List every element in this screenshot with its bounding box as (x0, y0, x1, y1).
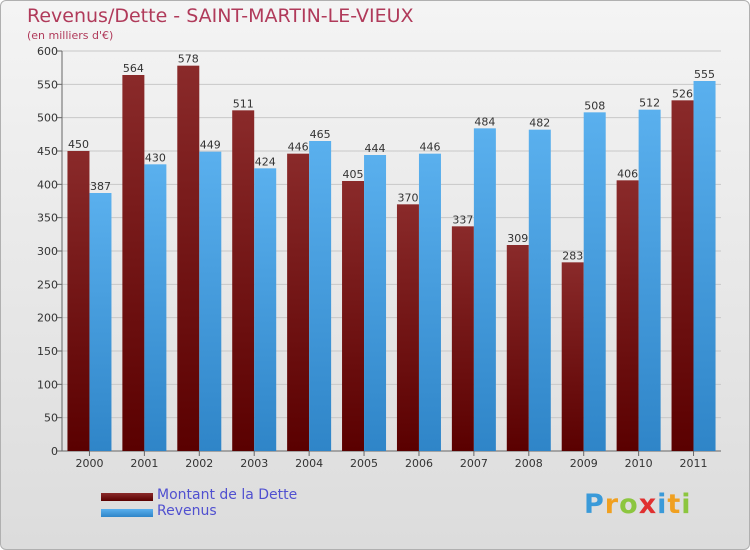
bar-dette (561, 262, 584, 451)
data-label-revenus: 508 (584, 99, 605, 112)
bar-revenus (418, 153, 441, 451)
bar-revenus (638, 109, 661, 452)
bar-dette (671, 100, 694, 451)
chart-title: Revenus/Dette - SAINT-MARTIN-LE-VIEUX (27, 5, 414, 27)
bar-revenus (583, 112, 606, 451)
bar-revenus (144, 164, 167, 452)
x-tick-label: 2007 (460, 457, 488, 470)
logo-letter: x (638, 489, 658, 520)
x-tick-label: 2001 (130, 457, 158, 470)
x-tick-label: 2006 (405, 457, 433, 470)
data-label-revenus: 465 (310, 128, 331, 141)
data-label-dette: 337 (452, 213, 473, 226)
y-tick-label: 200 (37, 312, 58, 325)
data-label-revenus: 482 (529, 117, 550, 130)
data-label-dette: 511 (233, 97, 254, 110)
bar-dette (451, 226, 474, 451)
y-tick-label: 500 (37, 112, 58, 125)
bar-dette (122, 75, 145, 451)
y-tick-label: 300 (37, 245, 58, 258)
legend-label-debt: Montant de la Dette (157, 487, 298, 503)
data-label-dette: 446 (288, 141, 309, 154)
data-label-dette: 405 (343, 168, 364, 181)
y-tick-label: 50 (44, 412, 58, 425)
logo-letter: r (604, 489, 620, 520)
bar-revenus (364, 155, 387, 451)
logo-letter: i (657, 489, 668, 520)
y-tick-label: 100 (37, 378, 58, 391)
data-label-revenus: 424 (255, 155, 276, 168)
data-label-dette: 370 (397, 191, 418, 204)
y-tick-label: 150 (37, 345, 58, 358)
y-tick-label: 600 (37, 45, 58, 58)
logo-letter: o (619, 489, 639, 520)
logo-letter: i (681, 489, 692, 520)
bar-dette (232, 110, 255, 451)
logo-letter: P (584, 489, 605, 520)
proxiti-logo: Proxiti (584, 489, 692, 520)
y-tick-label: 350 (37, 212, 58, 225)
x-tick-label: 2004 (295, 457, 323, 470)
bar-revenus (254, 168, 277, 452)
bar-revenus (473, 128, 496, 451)
data-label-revenus: 444 (365, 142, 386, 155)
logo-letter: t (667, 489, 682, 520)
x-tick-label: 2003 (240, 457, 268, 470)
bar-revenus (199, 151, 222, 451)
data-label-dette: 283 (562, 249, 583, 262)
bar-dette (287, 153, 310, 451)
data-label-dette: 526 (672, 87, 693, 100)
bar-dette (616, 180, 639, 452)
legend-swatch-revenus (101, 509, 153, 517)
bar-revenus (528, 129, 551, 451)
bar-dette (396, 204, 419, 451)
bar-dette (67, 151, 90, 451)
bar-dette (506, 245, 529, 451)
x-tick-label: 2010 (625, 457, 653, 470)
data-label-revenus: 430 (145, 151, 166, 164)
bar-revenus (693, 81, 716, 451)
legend-label-revenus: Revenus (157, 503, 217, 519)
data-label-revenus: 387 (90, 180, 111, 193)
bar-dette (342, 181, 365, 451)
chart-subtitle: (en milliers d'€) (27, 29, 114, 42)
data-label-dette: 450 (68, 138, 89, 151)
data-label-revenus: 446 (419, 141, 440, 154)
x-tick-label: 2000 (75, 457, 103, 470)
data-label-revenus: 555 (694, 68, 715, 81)
legend-swatch-debt (101, 493, 153, 501)
data-label-dette: 564 (123, 62, 144, 75)
x-tick-label: 2009 (570, 457, 598, 470)
data-label-revenus: 449 (200, 139, 221, 152)
y-tick-label: 250 (37, 278, 58, 291)
bar-dette (177, 65, 200, 452)
data-label-revenus: 512 (639, 97, 660, 110)
x-tick-label: 2005 (350, 457, 378, 470)
data-label-revenus: 484 (474, 115, 495, 128)
x-tick-label: 2002 (185, 457, 213, 470)
bar-revenus (89, 193, 112, 451)
bar-revenus (309, 141, 332, 451)
data-label-dette: 406 (617, 167, 638, 180)
data-label-dette: 309 (507, 232, 528, 245)
x-tick-label: 2011 (680, 457, 708, 470)
y-tick-label: 450 (37, 145, 58, 158)
data-label-dette: 578 (178, 53, 199, 66)
y-tick-label: 400 (37, 178, 58, 191)
x-tick-label: 2008 (515, 457, 543, 470)
y-tick-label: 0 (51, 445, 58, 458)
y-tick-label: 550 (37, 78, 58, 91)
